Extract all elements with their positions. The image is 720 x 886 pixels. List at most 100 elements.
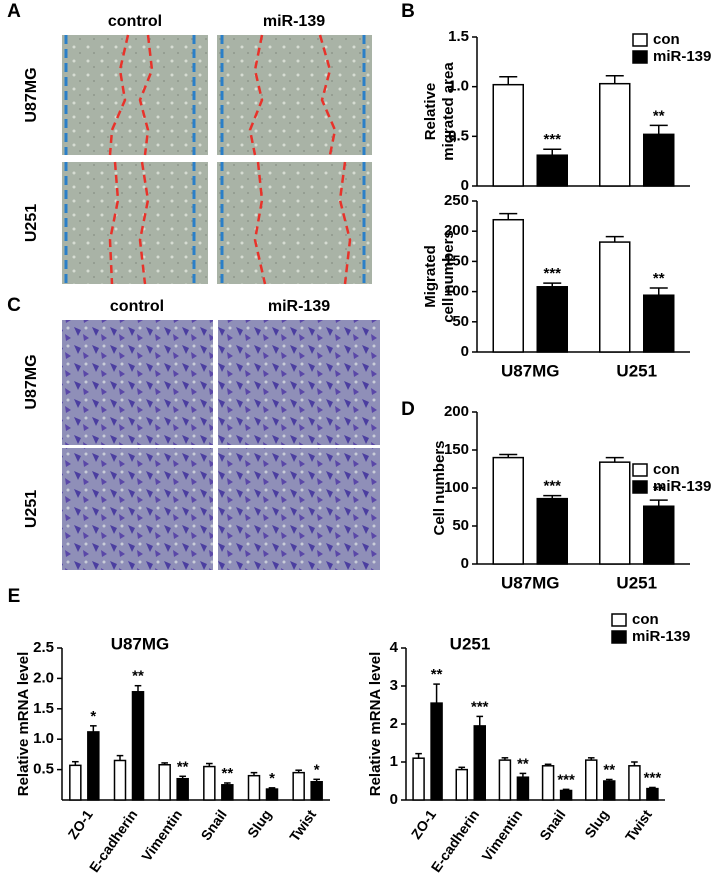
- x-tick-label: Slug: [244, 807, 275, 841]
- bar: [221, 784, 234, 801]
- panel-label: A: [7, 1, 21, 22]
- bar: [603, 780, 616, 801]
- panel-label: D: [401, 399, 415, 420]
- bar: [599, 241, 631, 353]
- x-tick-label: ZO-1: [64, 806, 96, 841]
- x-tick-label: Twist: [622, 806, 655, 844]
- significance: **: [132, 668, 144, 685]
- x-tick-label: Snail: [536, 807, 568, 844]
- y-axis-label: Migrated: [422, 245, 439, 308]
- y-tick-label: 0.5: [448, 127, 469, 144]
- y-tick-label: 150: [444, 441, 469, 458]
- bar: [498, 759, 512, 801]
- bar: [203, 765, 216, 801]
- y-axis-label: Cell numbers: [431, 440, 448, 535]
- legend-label: miR-139: [653, 48, 711, 65]
- y-tick-label: 0.5: [33, 761, 54, 778]
- significance: ***: [543, 131, 561, 148]
- panel-label: B: [401, 1, 415, 22]
- significance: **: [653, 482, 665, 499]
- legend-label: miR-139: [632, 628, 690, 645]
- significance: ***: [543, 478, 561, 495]
- bar: [516, 776, 530, 801]
- chart-title: U251: [450, 634, 491, 653]
- bar: [131, 691, 145, 801]
- y-tick-label: 2: [390, 715, 398, 732]
- y-tick-label: 2.0: [33, 669, 54, 686]
- column-label: control: [110, 298, 164, 315]
- bar: [412, 757, 425, 801]
- bar: [113, 759, 127, 801]
- significance: ***: [471, 698, 489, 715]
- y-tick-label: 50: [452, 517, 469, 534]
- y-tick-label: 1: [390, 753, 398, 770]
- x-tick-label: U251: [616, 573, 657, 592]
- x-tick-label: Vimentin: [479, 807, 526, 864]
- significance: ***: [543, 265, 561, 282]
- significance: *: [90, 708, 96, 725]
- y-tick-label: 0: [461, 555, 469, 572]
- significance: *: [314, 761, 320, 778]
- significance: **: [517, 755, 529, 772]
- y-tick-label: 200: [444, 222, 469, 239]
- significance: **: [221, 765, 233, 782]
- bar: [310, 781, 323, 801]
- y-axis-label: Relative mRNA level: [15, 652, 32, 797]
- y-tick-label: 200: [444, 403, 469, 420]
- y-tick-label: 4: [390, 639, 399, 656]
- x-tick-label: Slug: [581, 807, 612, 841]
- y-axis-label: cell numbers: [440, 230, 457, 323]
- y-tick-label: 100: [444, 283, 469, 300]
- y-tick-label: 1.0: [448, 78, 469, 95]
- bar: [559, 789, 573, 801]
- y-tick-label: 150: [444, 252, 469, 269]
- bar: [265, 788, 279, 801]
- y-tick-label: 1.5: [33, 700, 54, 717]
- bar: [430, 702, 443, 801]
- y-tick-label: 100: [444, 479, 469, 496]
- x-tick-label: Twist: [286, 806, 319, 844]
- bar: [643, 505, 675, 565]
- column-label: miR-139: [263, 13, 325, 30]
- y-tick-label: 1.5: [448, 28, 469, 45]
- bar: [455, 768, 468, 801]
- significance: **: [177, 758, 189, 775]
- legend-label: con: [653, 31, 680, 48]
- row-label: U87MG: [23, 354, 40, 409]
- y-axis-label: migrated area: [440, 62, 457, 161]
- panel-label: E: [8, 586, 21, 607]
- y-tick-label: 250: [444, 192, 469, 209]
- significance: ***: [644, 769, 662, 786]
- bar: [292, 771, 305, 801]
- significance: **: [653, 107, 665, 124]
- significance: **: [603, 761, 615, 778]
- x-tick-label: U87MG: [501, 573, 560, 592]
- bar: [473, 725, 486, 801]
- column-label: control: [108, 13, 162, 30]
- x-tick-label: U87MG: [501, 361, 560, 380]
- bar: [492, 456, 524, 565]
- y-tick-label: 0: [390, 791, 398, 808]
- legend-swatch: [632, 50, 648, 64]
- bar: [87, 731, 100, 801]
- bar: [599, 82, 631, 187]
- bar: [541, 765, 555, 801]
- bar: [69, 764, 82, 801]
- legend-swatch: [632, 463, 648, 477]
- y-tick-label: 2.5: [33, 639, 54, 656]
- legend-label: con: [653, 461, 680, 478]
- y-axis-label: Relative mRNA level: [367, 652, 384, 797]
- column-label: miR-139: [268, 298, 330, 315]
- row-label: U251: [23, 490, 40, 528]
- bar: [643, 294, 675, 353]
- row-label: U87MG: [23, 67, 40, 122]
- y-tick-label: 3: [390, 677, 398, 694]
- legend-swatch: [611, 613, 627, 627]
- bar: [585, 759, 598, 801]
- y-tick-label: 50: [452, 313, 469, 330]
- image-panel-c: [62, 320, 380, 570]
- chart-title: U87MG: [111, 634, 170, 653]
- significance: **: [653, 270, 665, 287]
- bar: [536, 154, 568, 187]
